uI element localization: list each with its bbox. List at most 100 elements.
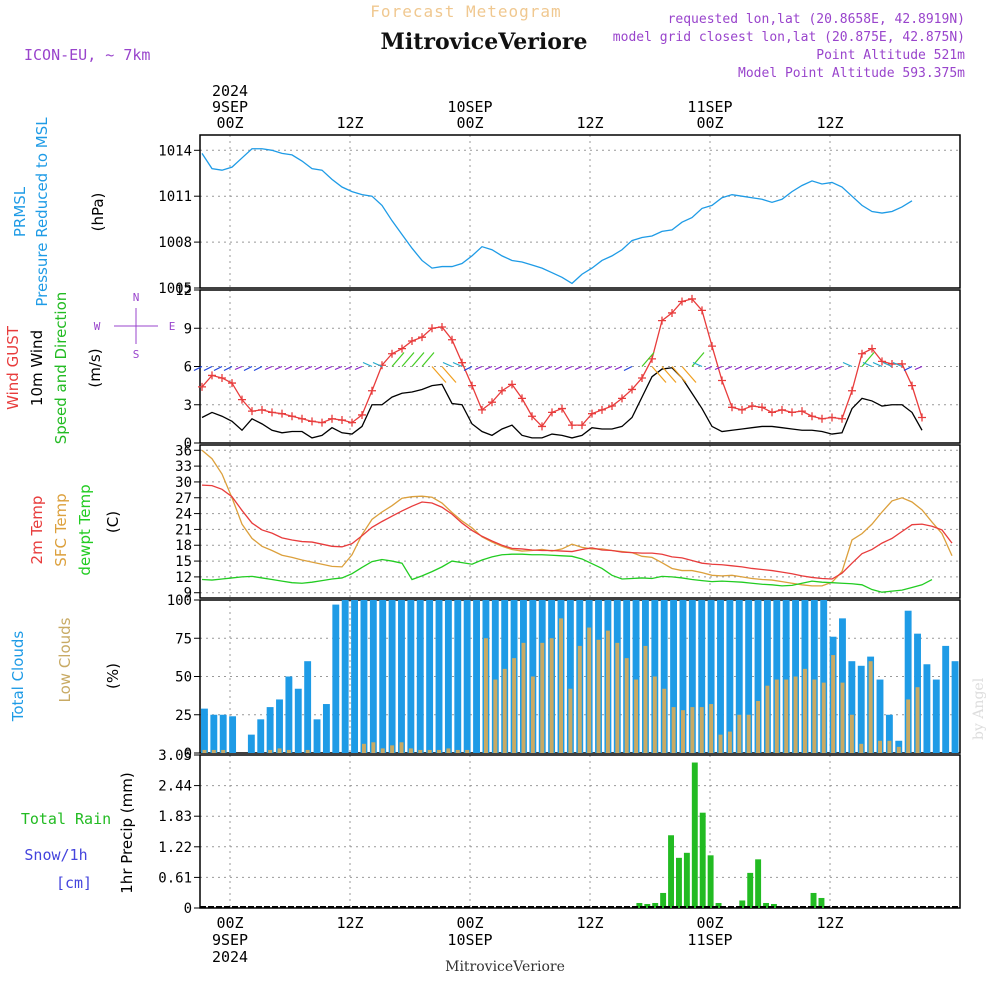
y-tick-label: 1005 [158,281,192,297]
y-tick-label: 12 [175,283,192,299]
low-cloud-bar [878,740,882,753]
low-cloud-bar [906,699,911,753]
gust-marker [438,322,446,331]
wind-direction-arrow [651,366,667,383]
total-cloud-bar [717,600,724,753]
wind-direction-arrow [692,361,703,368]
low-cloud-bar [756,700,761,753]
gust-marker [298,414,306,423]
location-title: MitroviceVeriore [381,29,588,55]
gust-marker [468,381,476,390]
low-cloud-bar [530,676,535,753]
gust-marker [578,421,586,430]
time-label-top: 2024 [212,82,248,100]
gust-marker [718,376,726,385]
wind-direction-arrow [814,365,823,371]
y-tick-label: 3 [184,398,192,414]
wind-direction-arrow [614,365,623,371]
wind-direction-arrow [681,366,697,383]
time-label-bottom: 12Z [576,914,603,932]
wind-unit: (m/s) [86,348,104,387]
wind-direction-arrow [754,365,763,371]
total-cloud-bar [426,600,434,753]
wind-direction-arrow [294,365,303,371]
low-cloud-bar [746,714,751,753]
y-tick-label: 9 [184,321,192,337]
low-cloud-bar [371,742,376,753]
gust-marker [878,357,886,366]
rain-bar [715,902,722,908]
low-cloud-bar [737,714,742,753]
wind-direction-arrow [314,365,323,371]
wind-direction-arrow [524,365,533,371]
time-label-top: 12Z [576,114,603,132]
temp-unit: (C) [104,511,122,533]
y-tick-label: 1008 [158,235,192,251]
wind-direction-arrow [474,365,483,371]
gust-marker [758,403,766,412]
wind-direction-arrow [834,365,843,371]
credit-watermark: by Angel [971,677,987,740]
low-cloud-bar [512,658,517,753]
wind-direction-arrow [704,365,713,371]
low-cloud-bar [652,676,657,753]
total-cloud-bar [276,699,283,753]
y-tick-label: 27 [175,491,192,507]
low-cloud-bar [493,679,498,753]
wind-direction-arrow [691,352,705,367]
panel-frame [199,754,961,909]
compass-cross [114,308,158,344]
wind-direction-arrow [334,365,343,371]
y-tick-label: 21 [175,522,192,538]
wind-direction-arrow [544,365,553,371]
total-cloud-bar [942,645,950,753]
low-cloud-bar [887,740,892,753]
gust-marker [918,413,926,422]
panel-frame [199,444,961,599]
low-cloud-bar [915,687,920,753]
rain-bar [668,835,674,908]
low-cloud-bar [690,707,695,753]
low-cloud-bar [821,682,826,753]
compass-e: E [169,320,176,333]
time-label-bottom: 00Z [456,914,483,932]
wind-direction-arrow [794,365,803,371]
low-cloud-bar [277,748,282,753]
pressure-panel: 1005 1008 1011 1014 PRMSL Pressure Reduced to… [11,117,961,307]
gust-marker [518,394,526,403]
wind-direction-arrow [734,365,743,371]
wind-panel: 0 3 6 9 12 Wind GUST 10m Wind Speed and Directi… [4,283,961,452]
total-cloud-bar [904,610,912,753]
pressure-unit: (hPa) [89,193,107,232]
gust-marker [348,418,356,427]
rain-bar [676,857,682,908]
total-cloud-bar [304,661,312,753]
low-cloud-bar [577,645,582,753]
wind-direction-arrow [623,365,633,372]
gust-marker [658,316,666,325]
low-cloud-bar [784,679,789,753]
y-tick-label: 0 [184,901,192,917]
time-label-bottom: 00Z [216,914,243,932]
wind-direction-arrow [514,365,523,371]
total-cloud-bar [698,600,706,753]
low-cloud-bar [521,642,526,753]
panel-frame [199,134,961,289]
gust-marker [418,333,426,342]
low-cloud-bar [831,655,836,753]
total-cloud-bar [351,600,359,753]
closest-lonlat: model grid closest lon,lat (20.875E, 42.… [613,30,965,45]
gust-marker [318,418,326,427]
total-cloud-bar [473,600,480,753]
total-cloud-bar [313,719,321,753]
wind-direction-arrow [914,365,923,371]
total-cloud-bar [885,714,893,753]
wind-direction-arrow [744,365,753,371]
total-cloud-bar [848,661,856,753]
total-cloud-bar [688,600,696,753]
clouds-label-total: Total Clouds [9,631,27,723]
wind-direction-arrow [452,361,463,368]
rain-bar [747,872,754,908]
